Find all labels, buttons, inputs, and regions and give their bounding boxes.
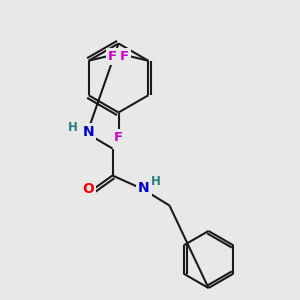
- Text: H: H: [151, 175, 161, 188]
- Text: N: N: [83, 125, 94, 139]
- Text: F: F: [114, 131, 123, 144]
- Text: N: N: [138, 181, 150, 194]
- Text: O: O: [82, 182, 94, 196]
- Text: F: F: [120, 50, 129, 63]
- Text: F: F: [108, 50, 117, 63]
- Text: H: H: [68, 121, 77, 134]
